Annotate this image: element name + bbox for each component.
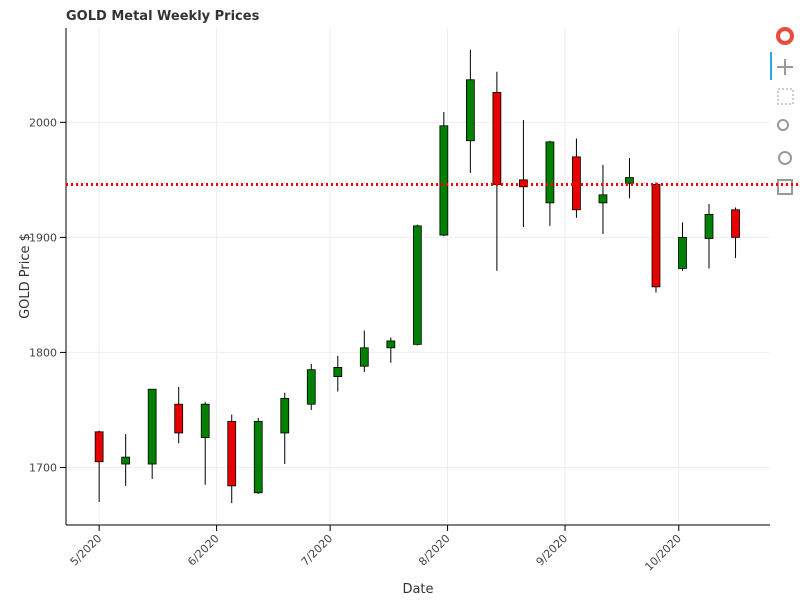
x-tick-label: 9/2020 [534,532,571,569]
candle-body [651,184,661,288]
candle-body [94,431,104,463]
candle-body [359,347,369,367]
candle-body [545,141,555,204]
x-tick-label: 8/2020 [416,532,453,569]
y-tick-label: 1800 [29,346,57,359]
candle-body [625,177,634,184]
toolbar [770,27,794,195]
candle-body [200,403,210,438]
chart-title: GOLD Metal Weekly Prices [66,9,260,24]
reset-tool[interactable] [778,151,792,165]
candle-body [704,213,714,239]
logo [776,27,794,45]
candle-body [174,403,184,434]
x-tick-label: 10/2020 [642,532,684,574]
wheel-zoom-tool[interactable] [777,119,789,131]
candle-body [253,421,263,494]
y-tick-label: 1900 [29,231,57,244]
candle-body [465,79,475,142]
candle-body [147,388,157,465]
candle-body [306,369,316,405]
candle-body [439,125,449,236]
candle-body [280,398,290,434]
candle-body [121,456,131,465]
x-tick-label: 6/2020 [185,532,222,569]
candle-body [731,209,740,238]
x-axis-label: Date [402,582,433,597]
save-tool[interactable] [777,179,793,195]
pan-tool[interactable] [777,59,793,75]
candle-body [678,236,687,269]
x-tick-label: 5/2020 [68,532,105,569]
x-tick-label: 7/2020 [299,532,336,569]
candle-body [598,194,608,204]
box-zoom-tool[interactable] [777,88,794,105]
candle-body [333,366,343,377]
y-tick-label: 1700 [29,461,57,474]
y-tick-label: 2000 [29,116,57,129]
candle-body [412,225,422,345]
candle-body [227,421,237,487]
candle-body [492,92,502,185]
candle-body [386,340,396,349]
y-axis-label: GOLD Price $ [18,233,33,319]
